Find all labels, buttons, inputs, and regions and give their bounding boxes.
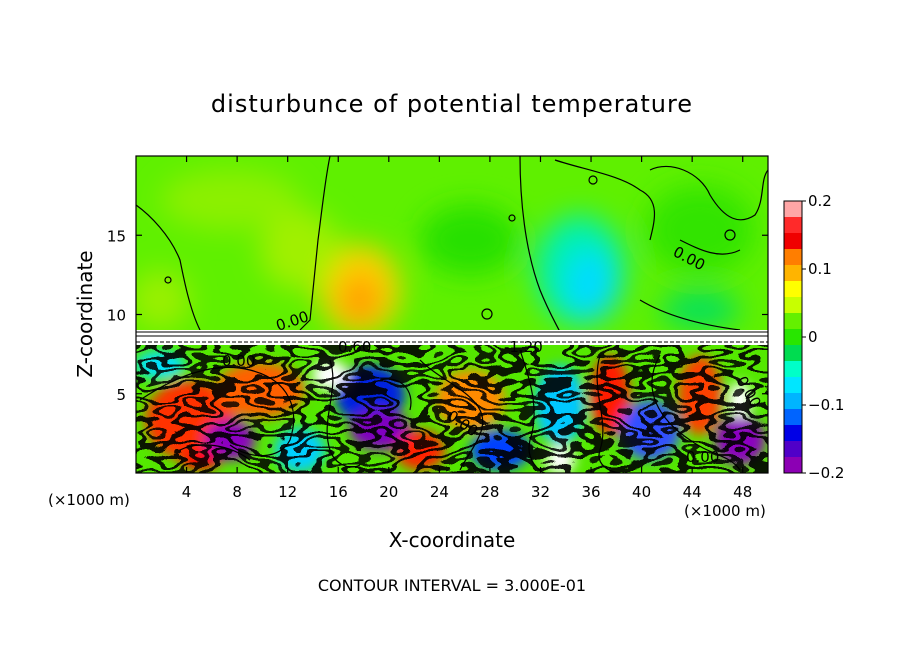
colorbar-tick-label: −0.2 — [808, 464, 844, 482]
y-unit-label: (×1000 m) — [48, 491, 130, 509]
x-tick-label: 28 — [480, 483, 499, 501]
colorbar-swatch — [784, 457, 802, 474]
lower-contours — [139, 349, 741, 473]
colorbar-swatch — [784, 313, 802, 330]
contour-label: 0.00 — [686, 448, 719, 466]
y-axis: 5 10 15 — [107, 227, 768, 404]
colorbar-swatch — [784, 361, 802, 378]
colorbar-swatch — [784, 441, 802, 458]
colorbar-swatch — [784, 409, 802, 426]
x-tick-label: 4 — [182, 483, 192, 501]
x-unit-label: (×1000 m) — [684, 502, 766, 520]
colorbar-swatch — [784, 233, 802, 250]
colorbar-swatch — [784, 377, 802, 394]
colorbar-swatch — [784, 249, 802, 266]
colorbar-swatch — [784, 297, 802, 314]
colorbar-tick-label: 0 — [808, 328, 818, 346]
colorbar-swatch — [784, 425, 802, 442]
contour-label: -1.20 — [504, 338, 543, 356]
y-tick-label: 10 — [107, 307, 126, 325]
lower-field — [136, 345, 768, 473]
x-tick-label: 8 — [232, 483, 242, 501]
colorbar-swatch — [784, 281, 802, 298]
plot-area: 0.00 0.60 -1.20 0.00 0.00 0.00 0.00 0.00 — [135, 155, 769, 474]
colorbar-swatch — [784, 265, 802, 282]
upper-field — [136, 156, 768, 332]
x-tick-label: 40 — [632, 483, 651, 501]
colorbar-swatch — [784, 329, 802, 346]
x-tick-label: 24 — [430, 483, 449, 501]
x-tick-label: 20 — [379, 483, 398, 501]
contour-interval-note: CONTOUR INTERVAL = 3.000E-01 — [318, 576, 586, 595]
y-tick-label: 5 — [116, 386, 126, 404]
x-tick-label: 44 — [683, 483, 702, 501]
x-axis-label: X-coordinate — [389, 528, 516, 552]
colorbar-swatch — [784, 201, 802, 218]
colorbar-tick-label: 0.1 — [808, 260, 832, 278]
colorbar-tick-label: 0.2 — [808, 192, 832, 210]
x-axis: 4 8 12 16 20 24 28 32 36 40 44 48 — [182, 156, 752, 501]
colorbar-swatch — [784, 393, 802, 410]
upper-contours — [136, 156, 768, 332]
y-axis-label: Z-coordinate — [73, 250, 97, 377]
chart-title: disturbunce of potential temperature — [211, 90, 693, 118]
x-tick-label: 12 — [278, 483, 297, 501]
contour-label: 0.60 — [338, 338, 371, 356]
y-tick-label: 15 — [107, 227, 126, 245]
colorbar-swatch — [784, 345, 802, 362]
x-tick-label: 48 — [733, 483, 752, 501]
x-tick-label: 36 — [581, 483, 600, 501]
colorbar: 0.2 0.1 0 −0.1 −0.2 — [783, 192, 844, 482]
colorbar-tick-label: −0.1 — [808, 396, 844, 414]
colorbar-swatch — [784, 217, 802, 234]
x-tick-label: 16 — [329, 483, 348, 501]
x-tick-label: 32 — [531, 483, 550, 501]
contour-label: 0.00 — [222, 352, 255, 370]
